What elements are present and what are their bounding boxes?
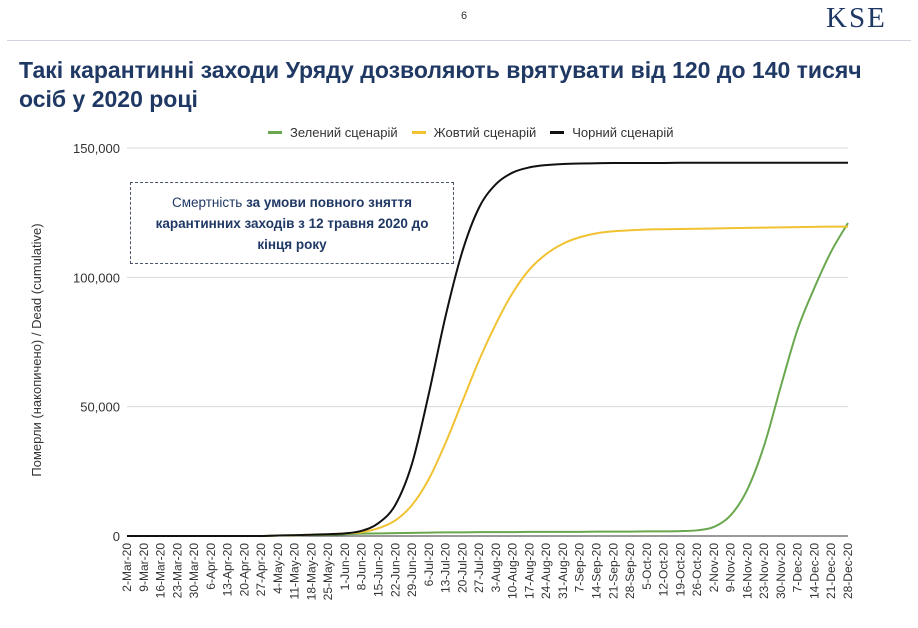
x-tick-label: 14-Sep-20 [589,543,603,599]
x-tick-label: 12-Oct-20 [657,543,671,597]
legend-label-black: Чорний сценарій [572,124,674,140]
kse-logo: KSE [826,2,887,34]
y-tick-label: 0 [113,529,120,544]
x-tick-label: 10-Aug-20 [506,543,520,599]
slide-title: Такі карантинні заходи Уряду дозволяють … [19,57,862,112]
scenario-note-text: Смертність за умови повного зняття каран… [143,192,441,255]
x-tick-label: 31-Aug-20 [556,543,570,599]
x-tick-label: 6-Jul-20 [422,543,436,587]
x-tick-label: 25-May-20 [321,543,335,601]
x-tick-label: 13-Apr-20 [221,543,235,597]
x-tick-label: 23-Nov-20 [757,543,771,599]
x-tick-label: 13-Jul-20 [439,543,453,593]
x-tick-label: 9-Mar-20 [137,543,151,592]
x-tick-label: 21-Dec-20 [824,543,838,599]
x-tick-label: 4-May-20 [271,543,285,594]
legend-swatch-yellow [411,130,426,134]
x-tick-label: 14-Dec-20 [807,543,821,599]
x-tick-label: 1-Jun-20 [338,543,352,591]
header-divider [7,40,911,41]
legend-item-green: Зелений сценарій [268,125,398,140]
x-tick-label: 27-Apr-20 [254,543,268,597]
x-tick-label: 30-Nov-20 [774,543,788,599]
y-tick-label: 150,000 [73,141,120,156]
scenario-note-box: Смертність за умови повного зняття каран… [130,182,454,264]
x-tick-label: 15-Jun-20 [372,543,386,597]
page-number: 6 [460,10,468,22]
x-tick-label: 16-Mar-20 [154,543,168,599]
x-tick-label: 26-Oct-20 [690,543,704,597]
legend-label-green: Зелений сценарій [290,124,398,140]
x-tick-label: 7-Sep-20 [573,543,587,593]
legend-swatch-green [268,130,282,134]
x-tick-label: 18-May-20 [304,543,318,601]
y-tick-label: 50,000 [80,400,120,415]
x-tick-label: 29-Jun-20 [405,543,419,597]
x-tick-label: 9-Nov-20 [724,543,738,593]
x-tick-label: 28-Sep-20 [623,543,637,599]
x-tick-label: 22-Jun-20 [388,543,402,597]
x-tick-label: 23-Mar-20 [170,543,184,599]
legend-item-black: Чорний сценарій [550,124,674,140]
chart-legend: Зелений сценарій Жовтий сценарій Чорний … [268,122,674,142]
series-line-green [127,222,849,538]
note-bold: за умови повного зняття карантинних захо… [155,194,429,252]
x-tick-label: 17-Aug-20 [522,543,536,599]
x-tick-label: 5-Oct-20 [640,543,654,590]
x-tick-label: 11-May-20 [288,543,302,600]
series-line-yellow [127,225,849,538]
legend-label-yellow: Жовтий сценарій [433,124,537,140]
x-tick-label: 2-Nov-20 [707,543,721,593]
note-prefix: Смертність [171,194,247,210]
x-tick-label: 19-Oct-20 [673,543,687,597]
legend-swatch-black [550,130,565,134]
x-tick-label: 16-Nov-20 [740,543,754,599]
x-tick-label: 20-Apr-20 [237,543,251,597]
x-tick-label: 2-Mar-20 [120,543,134,592]
series-line-black [127,161,848,538]
x-tick-label: 24-Aug-20 [539,543,553,599]
y-tick-label: 100,000 [73,270,120,285]
x-tick-label: 21-Sep-20 [606,543,620,599]
x-tick-label: 28-Dec-20 [841,543,855,599]
x-tick-label: 20-Jul-20 [455,543,469,593]
x-tick-label: 27-Jul-20 [472,543,486,593]
x-tick-label: 8-Jun-20 [355,543,369,591]
y-axis-label: Померли (накопичено) / Dead (cumulative) [29,223,44,476]
x-tick-label: 7-Dec-20 [791,543,805,593]
x-tick-label: 6-Apr-20 [204,543,218,590]
x-tick-label: 3-Aug-20 [489,543,503,593]
x-tick-label: 30-Mar-20 [187,543,201,599]
legend-item-yellow: Жовтий сценарій [411,124,537,140]
